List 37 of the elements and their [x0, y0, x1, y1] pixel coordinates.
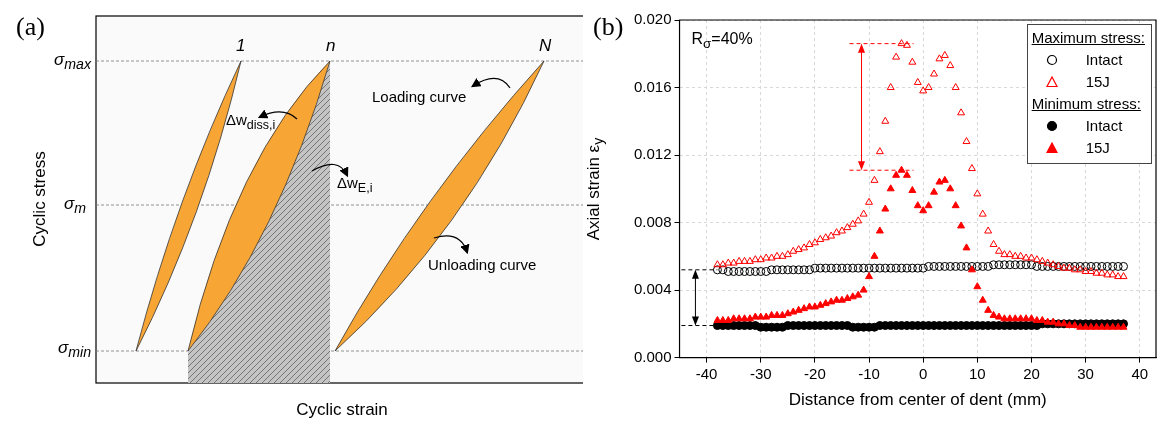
x-tick-label: -20 — [804, 364, 826, 382]
text: Cyclic stress — [30, 151, 50, 247]
legend-label: 15J — [1085, 72, 1110, 92]
text: Unloading curve — [428, 256, 537, 273]
text: (a) — [16, 12, 45, 42]
y-tick-label: 0.004 — [633, 280, 672, 298]
x-tick-label: 40 — [1131, 364, 1149, 382]
text: n — [326, 36, 336, 56]
x-tick-label: -40 — [695, 364, 718, 382]
y-tick-label: 0.008 — [633, 212, 672, 230]
annotation: Minimum stress: — [1031, 94, 1142, 114]
y-tick-label: 0.000 — [633, 347, 672, 365]
x-tick-label: -10 — [858, 364, 880, 382]
x-tick-label: 0 — [919, 364, 928, 382]
legend-label: 15J — [1085, 138, 1110, 158]
x-tick-label: 30 — [1077, 364, 1094, 382]
text: σ$_{m}$ — [64, 194, 87, 217]
text: 1 — [236, 36, 246, 56]
text: σ$_{min}$ — [58, 338, 92, 361]
chart-title: (b) — [593, 12, 624, 42]
legend-label: Intact — [1085, 50, 1123, 70]
x-axis-title: Distance from center of dent (mm) — [788, 390, 1047, 410]
text: N — [539, 36, 552, 56]
x-tick-label: 20 — [1023, 364, 1040, 382]
x-tick-label: 10 — [968, 364, 986, 382]
y-tick-label: 0.016 — [633, 77, 672, 95]
text: Δw$_{diss,i}$ — [226, 111, 276, 132]
annotation: Maximum stress: — [1031, 28, 1145, 48]
text: σ$_{max}$ — [54, 50, 92, 73]
annotation: R$_{σ}$=40% — [691, 30, 753, 52]
text: Cyclic strain — [295, 400, 389, 420]
y-tick-label: 0.012 — [633, 145, 672, 163]
y-tick-label: 0.020 — [633, 10, 672, 28]
text: Loading curve — [372, 88, 467, 105]
text: Δw$_{E,i}$ — [337, 174, 373, 195]
legend-label: Intact — [1085, 116, 1123, 136]
x-tick-label: -30 — [749, 364, 772, 382]
